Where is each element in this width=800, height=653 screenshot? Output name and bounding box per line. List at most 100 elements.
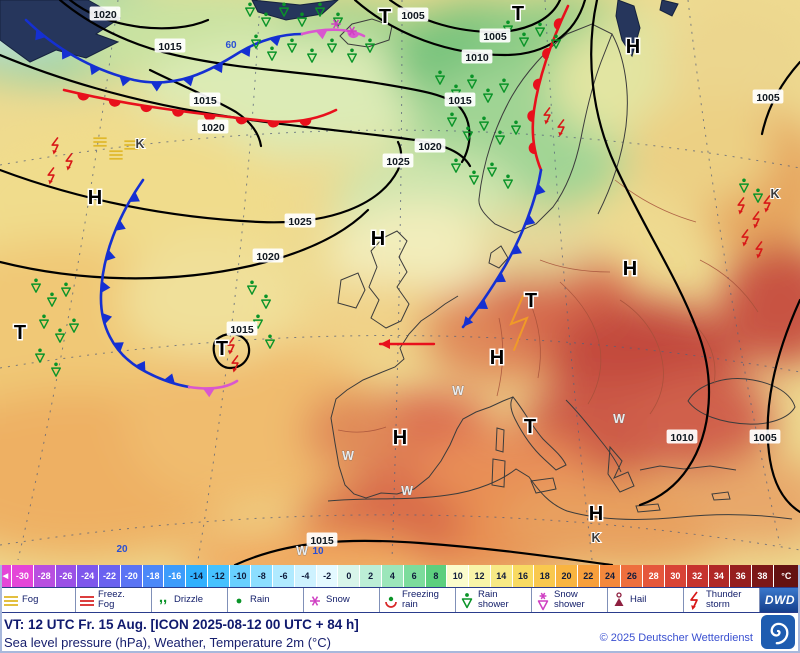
svg-text:W: W <box>452 384 464 398</box>
scale-cell--8: -8 <box>251 565 274 587</box>
scale-cell--26: -26 <box>55 565 78 587</box>
svg-text:1015: 1015 <box>448 95 472 107</box>
fronts <box>24 4 570 398</box>
svg-text:1005: 1005 <box>753 432 777 444</box>
temperature-shading <box>0 0 800 565</box>
scale-cell-28: 28 <box>643 565 665 587</box>
scale-cell--30: -30 <box>12 565 34 587</box>
legend-item-freezing-rain: Freezing rain <box>380 588 456 612</box>
scale-cell-6: 6 <box>403 565 426 587</box>
svg-text:1015: 1015 <box>193 95 217 107</box>
scale-cell--12: -12 <box>207 565 230 587</box>
scale-cell-10: 10 <box>447 565 470 587</box>
rain-icon <box>236 598 242 604</box>
thunderstorm-icon <box>690 591 698 610</box>
scale-unit: °C <box>773 565 800 587</box>
country-borders <box>337 179 759 433</box>
legend-item-snow-shower: Snow shower <box>532 588 608 612</box>
scale-cell-32: 32 <box>686 565 709 587</box>
svg-text:1005: 1005 <box>483 31 507 43</box>
legend-item-freezing-fog: Freez. Fog <box>76 588 152 612</box>
scale-cell-8: 8 <box>425 565 448 587</box>
fog-icon <box>4 596 18 606</box>
svg-text:W: W <box>342 449 354 463</box>
legend-label-snow-shower: Snow shower <box>554 589 585 610</box>
svg-text:T: T <box>379 6 391 28</box>
scale-cell-22: 22 <box>577 565 600 587</box>
svg-text:H: H <box>371 228 385 250</box>
graticule-labels: 60 20 10 <box>116 40 324 557</box>
scale-cell-34: 34 <box>708 565 731 587</box>
legend-label-thunderstorm: Thunder storm <box>706 589 742 610</box>
scale-cell-24: 24 <box>599 565 622 587</box>
weather-map-canvas: 1020101510151020102510251020101510151015… <box>0 0 800 565</box>
svg-text:W: W <box>296 544 308 558</box>
legend-item-drizzle: ,, Drizzle <box>152 588 228 612</box>
svg-text:W: W <box>401 484 413 498</box>
dwd-logo-text: DWD <box>760 588 800 612</box>
legend-label-rain: Rain <box>250 594 270 606</box>
valid-time: VT: 12 UTC Fr. 15 Aug. [ICON 2025-08-12 … <box>4 616 359 632</box>
scale-cell-38: 38 <box>752 565 774 587</box>
legend-item-rain-shower: Rain shower <box>456 588 532 612</box>
weather-symbols <box>31 2 771 377</box>
scale-cell--18: -18 <box>142 565 165 587</box>
svg-text:,,: ,, <box>159 589 167 606</box>
scale-cell--16: -16 <box>164 565 187 587</box>
scale-cell-18: 18 <box>534 565 557 587</box>
svg-text:1020: 1020 <box>201 122 225 134</box>
pressure-centers: T T H H H T T T H T H H H <box>12 2 641 527</box>
scale-cell-0: 0 <box>338 565 361 587</box>
coastlines <box>327 18 796 520</box>
legend-label-rain-shower: Rain shower <box>478 589 509 610</box>
rain-shower-icon <box>461 593 473 609</box>
spiral-icon <box>770 622 789 645</box>
legend-item-fog: Fog <box>0 588 76 612</box>
svg-text:1020: 1020 <box>256 251 280 263</box>
dwd-spiral-logo <box>761 615 795 649</box>
airmass-labels: K K K W W W W W <box>134 136 780 558</box>
scale-cell--28: -28 <box>33 565 56 587</box>
temperature-scale: ◀ -30 -28 -26 -24 -22 -20 -18 -16 -14 -12 -10 -8 -6 -4… <box>0 565 800 587</box>
scale-cell--4: -4 <box>294 565 317 587</box>
svg-text:H: H <box>623 258 637 280</box>
hail-icon <box>614 592 624 606</box>
svg-text:H: H <box>589 503 603 525</box>
svg-text:H: H <box>88 187 102 209</box>
svg-text:1015: 1015 <box>230 324 254 336</box>
info-bar: VT: 12 UTC Fr. 15 Aug. [ICON 2025-08-12 … <box>0 613 800 653</box>
chart-description: Sea level pressure (hPa), Weather, Tempe… <box>4 634 331 650</box>
svg-text:H: H <box>626 36 640 58</box>
scale-cell--20: -20 <box>120 565 143 587</box>
legend-label-freezing-rain: Freezing rain <box>402 589 439 610</box>
svg-text:W: W <box>613 412 625 426</box>
svg-text:1015: 1015 <box>310 535 334 547</box>
freezing-fog-icon <box>80 596 94 606</box>
svg-text:1025: 1025 <box>386 156 410 168</box>
scale-cell--2: -2 <box>316 565 339 587</box>
svg-text:K: K <box>135 137 144 151</box>
scale-arrow-low: ◀ <box>0 565 12 587</box>
svg-text:20: 20 <box>116 544 128 555</box>
snow-shower-icon <box>537 592 549 611</box>
scale-cell-20: 20 <box>556 565 578 587</box>
legend-label-fog: Fog <box>22 594 39 606</box>
scale-cell--14: -14 <box>186 565 208 587</box>
scale-cell-26: 26 <box>621 565 644 587</box>
svg-text:1005: 1005 <box>756 92 780 104</box>
legend-label-hail: Hail <box>630 594 647 606</box>
legend-label-freezing-fog: Freez. Fog <box>98 589 125 610</box>
svg-text:10: 10 <box>312 546 324 557</box>
scale-cell--10: -10 <box>229 565 252 587</box>
legend-label-snow: Snow <box>326 594 350 606</box>
drizzle-icon: ,, <box>159 589 167 606</box>
pressure-labels: 1020 1015 1015 1020 1025 1025 1020 1015 1015 1015… <box>89 6 784 547</box>
legend-label-drizzle: Drizzle <box>174 594 204 606</box>
legend-item-thunderstorm: Thunder storm <box>684 588 760 612</box>
freezing-rain-icon <box>385 596 397 608</box>
scale-cell-36: 36 <box>730 565 753 587</box>
scale-cell-14: 14 <box>490 565 513 587</box>
svg-text:K: K <box>770 187 779 201</box>
branding: © 2025 Deutscher Wetterdienst <box>600 615 795 651</box>
